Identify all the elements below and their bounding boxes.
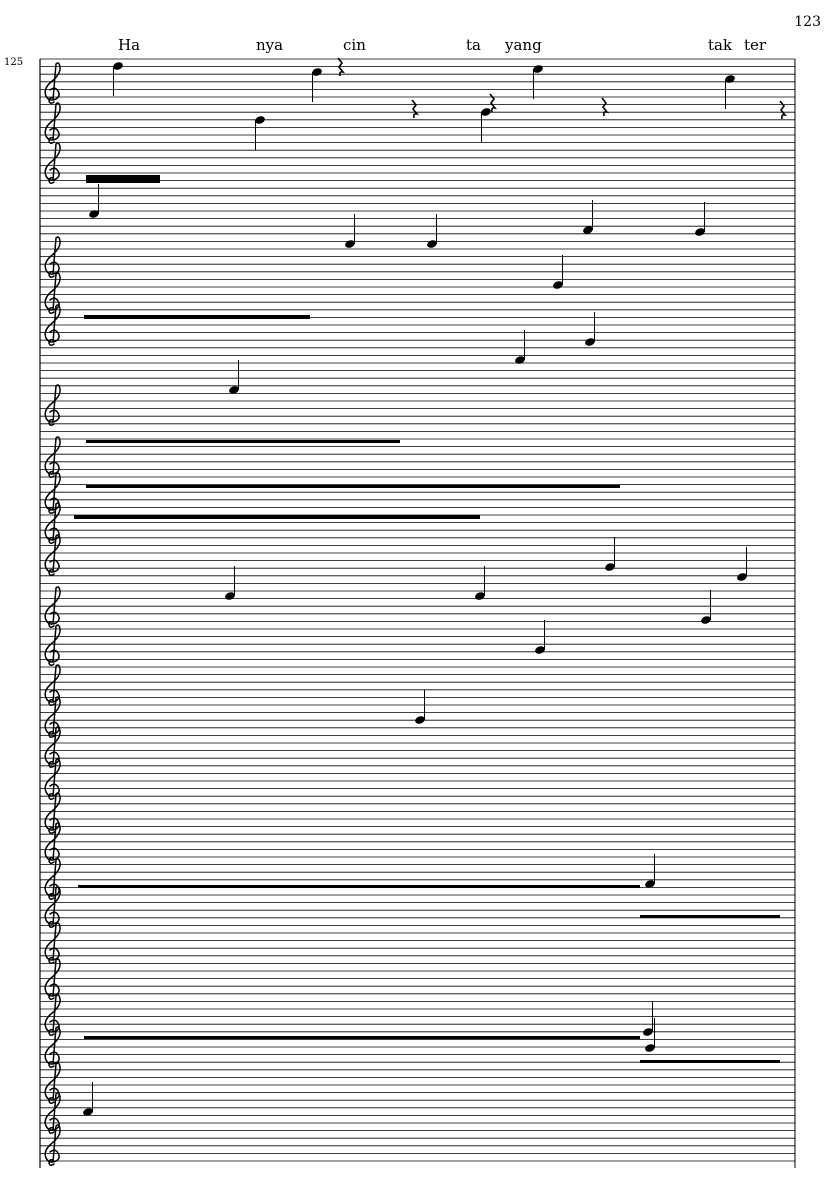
treble-clef-icon <box>44 696 61 739</box>
treble-clef-icon <box>44 272 61 315</box>
treble-clef-icon <box>44 472 61 515</box>
note-head <box>645 1044 655 1052</box>
note-head <box>255 116 265 124</box>
rest <box>489 93 498 113</box>
note-head <box>583 226 593 234</box>
treble-clef-icon <box>44 436 61 479</box>
note-head <box>225 592 235 600</box>
treble-clef-icon <box>44 1062 61 1105</box>
note-head <box>475 592 485 600</box>
beam <box>640 1060 780 1063</box>
treble-clef-icon <box>44 994 61 1037</box>
note-head <box>415 716 425 724</box>
beam <box>84 1036 640 1039</box>
note-head <box>113 62 123 70</box>
rest <box>411 99 420 119</box>
note-head <box>535 646 545 654</box>
treble-clef-icon <box>44 384 61 427</box>
note-head <box>481 108 491 116</box>
note-head <box>643 1028 653 1036</box>
note-head <box>725 75 735 83</box>
note-head <box>345 240 355 248</box>
treble-clef-icon <box>44 304 61 347</box>
treble-clef-icon <box>44 142 61 185</box>
treble-clef-icon <box>44 664 61 707</box>
lyric-syllable: yang <box>505 36 542 54</box>
treble-clef-icon <box>44 758 61 801</box>
treble-clef-icon <box>44 62 61 105</box>
treble-clef-icon <box>44 102 61 145</box>
treble-clef-icon <box>44 1026 61 1069</box>
note-head <box>89 210 99 218</box>
treble-clef-icon <box>44 1092 61 1135</box>
lyric-syllable: Ha <box>118 36 141 54</box>
beam <box>84 315 310 319</box>
page-number: 123 <box>794 14 821 30</box>
treble-clef-icon <box>44 502 61 545</box>
treble-clef-icon <box>44 792 61 835</box>
treble-clef-icon <box>44 534 61 577</box>
beam <box>86 485 620 488</box>
note-head <box>533 65 543 73</box>
treble-clef-icon <box>44 958 61 1001</box>
rest <box>601 97 610 117</box>
treble-clef-icon <box>44 858 61 901</box>
beam <box>78 885 640 888</box>
treble-clef-icon <box>44 922 61 965</box>
note-head <box>585 338 595 346</box>
treble-clef-icon <box>44 886 61 929</box>
note-head <box>515 356 525 364</box>
note-head <box>553 281 563 289</box>
lyric-syllable: nya <box>256 36 284 54</box>
note-head <box>737 573 747 581</box>
treble-clef-icon <box>44 1124 61 1167</box>
lyric-syllable: ter <box>744 36 767 54</box>
note-head <box>427 240 437 248</box>
rest <box>779 100 788 120</box>
treble-clef-icon <box>44 822 61 865</box>
note-head <box>695 228 705 236</box>
beam <box>74 515 480 519</box>
note-head <box>645 880 655 888</box>
beam <box>86 440 400 443</box>
beam <box>640 915 780 918</box>
treble-clef-icon <box>44 726 61 769</box>
treble-clef-icon <box>44 586 61 629</box>
treble-clef-icon <box>44 624 61 667</box>
lyric-syllable: ta <box>466 36 481 54</box>
note-head <box>229 386 239 394</box>
note-head <box>83 1108 93 1116</box>
lyric-syllable: cin <box>343 36 366 54</box>
note-head <box>312 68 322 76</box>
note-head <box>701 616 711 624</box>
rest <box>337 57 346 77</box>
treble-clef-icon <box>44 236 61 279</box>
beam <box>86 175 160 183</box>
note-head <box>605 563 615 571</box>
lyric-syllable: tak <box>708 36 733 54</box>
measure-number: 125 <box>4 57 24 68</box>
